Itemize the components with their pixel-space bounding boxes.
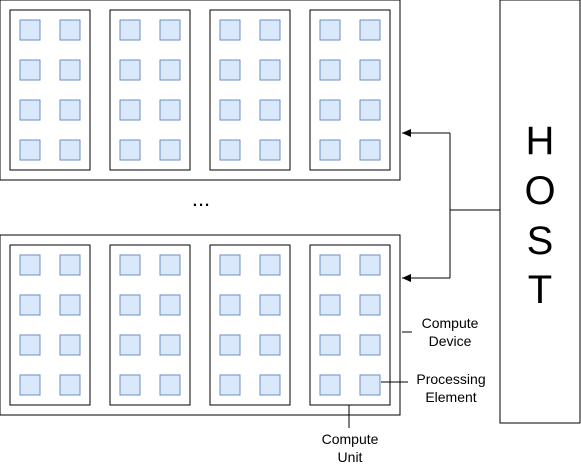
processing-element (160, 100, 180, 120)
processing-element (60, 375, 80, 395)
processing-element (360, 20, 380, 40)
processing-element (220, 60, 240, 80)
processing-element (360, 100, 380, 120)
processing-element (220, 375, 240, 395)
host-connectors (402, 133, 500, 278)
processing-element (160, 255, 180, 275)
compute-device-label: Compute Device (405, 314, 495, 350)
processing-element (120, 255, 140, 275)
processing-element (60, 60, 80, 80)
processing-element (260, 295, 280, 315)
processing-element (360, 255, 380, 275)
more-devices-ellipsis: ... (186, 188, 216, 210)
processing-element (20, 335, 40, 355)
processing-element (120, 335, 140, 355)
processing-element (120, 100, 140, 120)
processing-element (20, 60, 40, 80)
processing-element (20, 255, 40, 275)
processing-element-label-line1: Processing (404, 370, 498, 388)
processing-element (320, 100, 340, 120)
processing-element (320, 20, 340, 40)
processing-element (220, 140, 240, 160)
processing-element (160, 60, 180, 80)
processing-element (360, 335, 380, 355)
host-letter-o: O (500, 171, 580, 211)
processing-element (120, 140, 140, 160)
host-letter-h: H (500, 121, 580, 161)
processing-element (20, 375, 40, 395)
compute-unit-label: Compute Unit (305, 430, 395, 466)
processing-element (360, 295, 380, 315)
processing-element-label: Processing Element (404, 370, 498, 406)
processing-element (260, 20, 280, 40)
processing-element (360, 375, 380, 395)
processing-element (260, 140, 280, 160)
processing-element (160, 335, 180, 355)
processing-element (20, 140, 40, 160)
processing-element (120, 20, 140, 40)
processing-element (60, 255, 80, 275)
compute-unit-label-line1: Compute (305, 430, 395, 448)
processing-element (260, 335, 280, 355)
processing-element (260, 255, 280, 275)
processing-element (120, 60, 140, 80)
processing-element (120, 375, 140, 395)
processing-element (220, 255, 240, 275)
processing-element (60, 140, 80, 160)
compute-device-label-line1: Compute (405, 314, 495, 332)
processing-element (20, 100, 40, 120)
host-letter-s: S (500, 221, 580, 261)
processing-element (160, 295, 180, 315)
processing-element (360, 140, 380, 160)
compute-device-label-line2: Device (405, 332, 495, 350)
processing-element (60, 335, 80, 355)
processing-element (260, 375, 280, 395)
processing-element (120, 295, 140, 315)
processing-element (160, 375, 180, 395)
processing-element (20, 20, 40, 40)
processing-element (220, 335, 240, 355)
processing-element (320, 255, 340, 275)
processing-element (320, 60, 340, 80)
processing-element (60, 100, 80, 120)
processing-element (220, 295, 240, 315)
processing-element (320, 295, 340, 315)
processing-element (260, 100, 280, 120)
processing-element (60, 295, 80, 315)
processing-element (320, 140, 340, 160)
processing-element (160, 20, 180, 40)
processing-element (60, 20, 80, 40)
processing-element (320, 375, 340, 395)
processing-element (160, 140, 180, 160)
processing-element (320, 335, 340, 355)
processing-element (20, 295, 40, 315)
processing-element-label-line2: Element (404, 388, 498, 406)
processing-element (220, 20, 240, 40)
compute-unit-label-line2: Unit (305, 448, 395, 466)
processing-element (360, 60, 380, 80)
processing-element (220, 100, 240, 120)
processing-element (260, 60, 280, 80)
host-letter-t: T (500, 270, 580, 310)
